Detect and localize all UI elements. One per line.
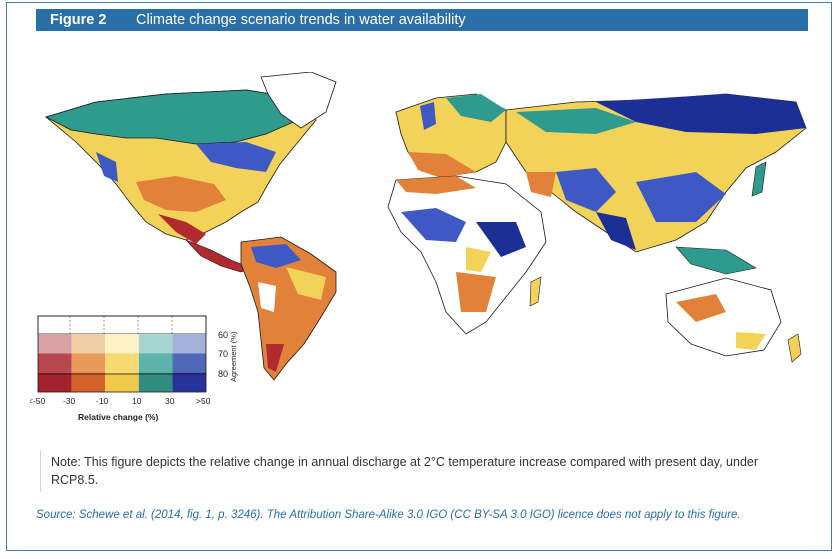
legend-cell-row_80-4 <box>172 372 206 392</box>
legend-y-tick-80: 80 <box>218 369 228 379</box>
north-america <box>44 89 317 244</box>
legend-cell-row_80-0 <box>38 372 72 392</box>
legend-x-tick-1: -30 <box>63 396 76 406</box>
madagascar <box>529 276 542 307</box>
figure-number: Figure 2 <box>50 12 107 28</box>
legend-cell-row_80-1 <box>71 372 106 392</box>
legend-row-below-60 <box>37 315 207 335</box>
legend-cell-row_60-0 <box>38 334 72 354</box>
africa <box>387 175 547 335</box>
legend-x-tick-0: <-50 <box>30 396 46 406</box>
legend-x-label: Relative change (%) <box>78 412 158 422</box>
legend-y-label: Agreement (%) <box>229 331 238 382</box>
japan <box>751 161 767 197</box>
asia <box>505 93 807 253</box>
legend-cell-row_60-2 <box>105 334 139 354</box>
figure-title: Climate change scenario trends in water … <box>136 12 466 28</box>
figure-frame <box>6 2 832 551</box>
world-map <box>44 72 807 381</box>
legend-x-tick-2: -10 <box>96 396 109 406</box>
greenland <box>260 72 337 129</box>
figure-title-bar: Figure 2 Climate change scenario trends … <box>36 9 808 31</box>
legend-x-tick-4: 30 <box>165 396 175 406</box>
legend-cell-row_70-1 <box>71 353 106 373</box>
europe <box>395 93 507 178</box>
legend-y-tick-60: 60 <box>218 330 228 340</box>
legend-cell-row_70-4 <box>172 353 206 373</box>
legend-x-tick-5: >50 <box>196 396 211 406</box>
south-america <box>240 236 337 381</box>
legend-y-tick-70: 70 <box>218 349 228 359</box>
maritime-southeast-asia <box>675 246 757 275</box>
figure-note: Note: This figure depicts the relative c… <box>40 450 791 492</box>
legend-x-tick-3: 10 <box>132 396 142 406</box>
legend-cell-row_70-2 <box>105 353 139 373</box>
legend-cell-row_70-3 <box>138 353 173 373</box>
australia <box>665 277 782 357</box>
figure-source: Source: Schewe et al. (2014, fig. 1, p. … <box>36 509 741 521</box>
map-legend: 60 70 80 Agreement (%) <-50 -30 -10 10 3… <box>30 315 238 422</box>
legend-cell-row_60-4 <box>172 334 206 354</box>
legend-color-cells <box>38 334 206 392</box>
legend-cell-row_60-1 <box>71 334 106 354</box>
legend-cell-row_80-3 <box>138 372 173 392</box>
legend-cell-row_60-3 <box>138 334 173 354</box>
legend-cell-row_80-2 <box>105 372 139 392</box>
new-zealand <box>787 333 802 363</box>
legend-cell-row_70-0 <box>38 353 72 373</box>
